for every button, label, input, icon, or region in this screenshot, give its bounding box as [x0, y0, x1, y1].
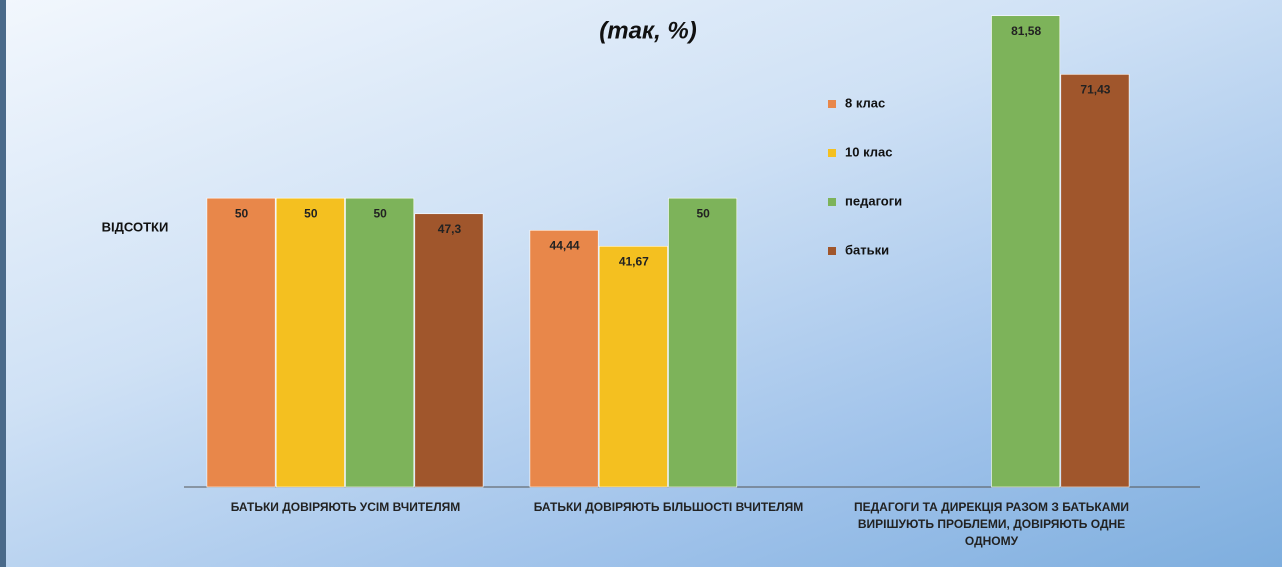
bar: [668, 197, 738, 488]
bar: [991, 15, 1061, 488]
data-label: 47,3: [438, 222, 462, 236]
bar: [206, 197, 276, 488]
legend-swatch: [828, 100, 836, 108]
legend-swatch: [828, 198, 836, 206]
y-axis-title: ВІДСОТКИ: [102, 219, 169, 234]
data-label: 41,67: [619, 254, 649, 268]
data-label: 50: [696, 206, 710, 220]
data-label: 50: [373, 206, 387, 220]
x-tick-label: БАТЬКИ ДОВІРЯЮТЬ УСІМ ВЧИТЕЛЯМ: [230, 500, 461, 514]
legend-label: 8 клас: [845, 95, 885, 110]
left-edge: [0, 0, 6, 567]
x-tick-label: БАТЬКИ ДОВІРЯЮТЬ БІЛЬШОСТІ ВЧИТЕЛЯМ: [533, 500, 804, 514]
legend-swatch: [828, 149, 836, 157]
bar: [275, 197, 345, 488]
data-label: 50: [235, 206, 249, 220]
bar: [1060, 74, 1130, 488]
legend-label: педагоги: [845, 193, 902, 208]
data-label: 50: [304, 206, 318, 220]
bar: [529, 229, 599, 488]
legend-label: батьки: [845, 242, 889, 257]
x-tick-label: ПЕДАГОГИ ТА ДИРЕКЦІЯ РАЗОМ З БАТЬКАМИ ВИ…: [853, 500, 1129, 548]
chart-title: (так, %): [599, 17, 697, 44]
data-label: 81,58: [1011, 24, 1041, 38]
legend-label: 10 клас: [845, 144, 892, 159]
data-label: 44,44: [550, 238, 580, 252]
data-label: 71,43: [1080, 83, 1110, 97]
legend-swatch: [828, 247, 836, 255]
bar: [414, 213, 484, 488]
bar: [598, 245, 668, 488]
bar: [345, 197, 415, 488]
